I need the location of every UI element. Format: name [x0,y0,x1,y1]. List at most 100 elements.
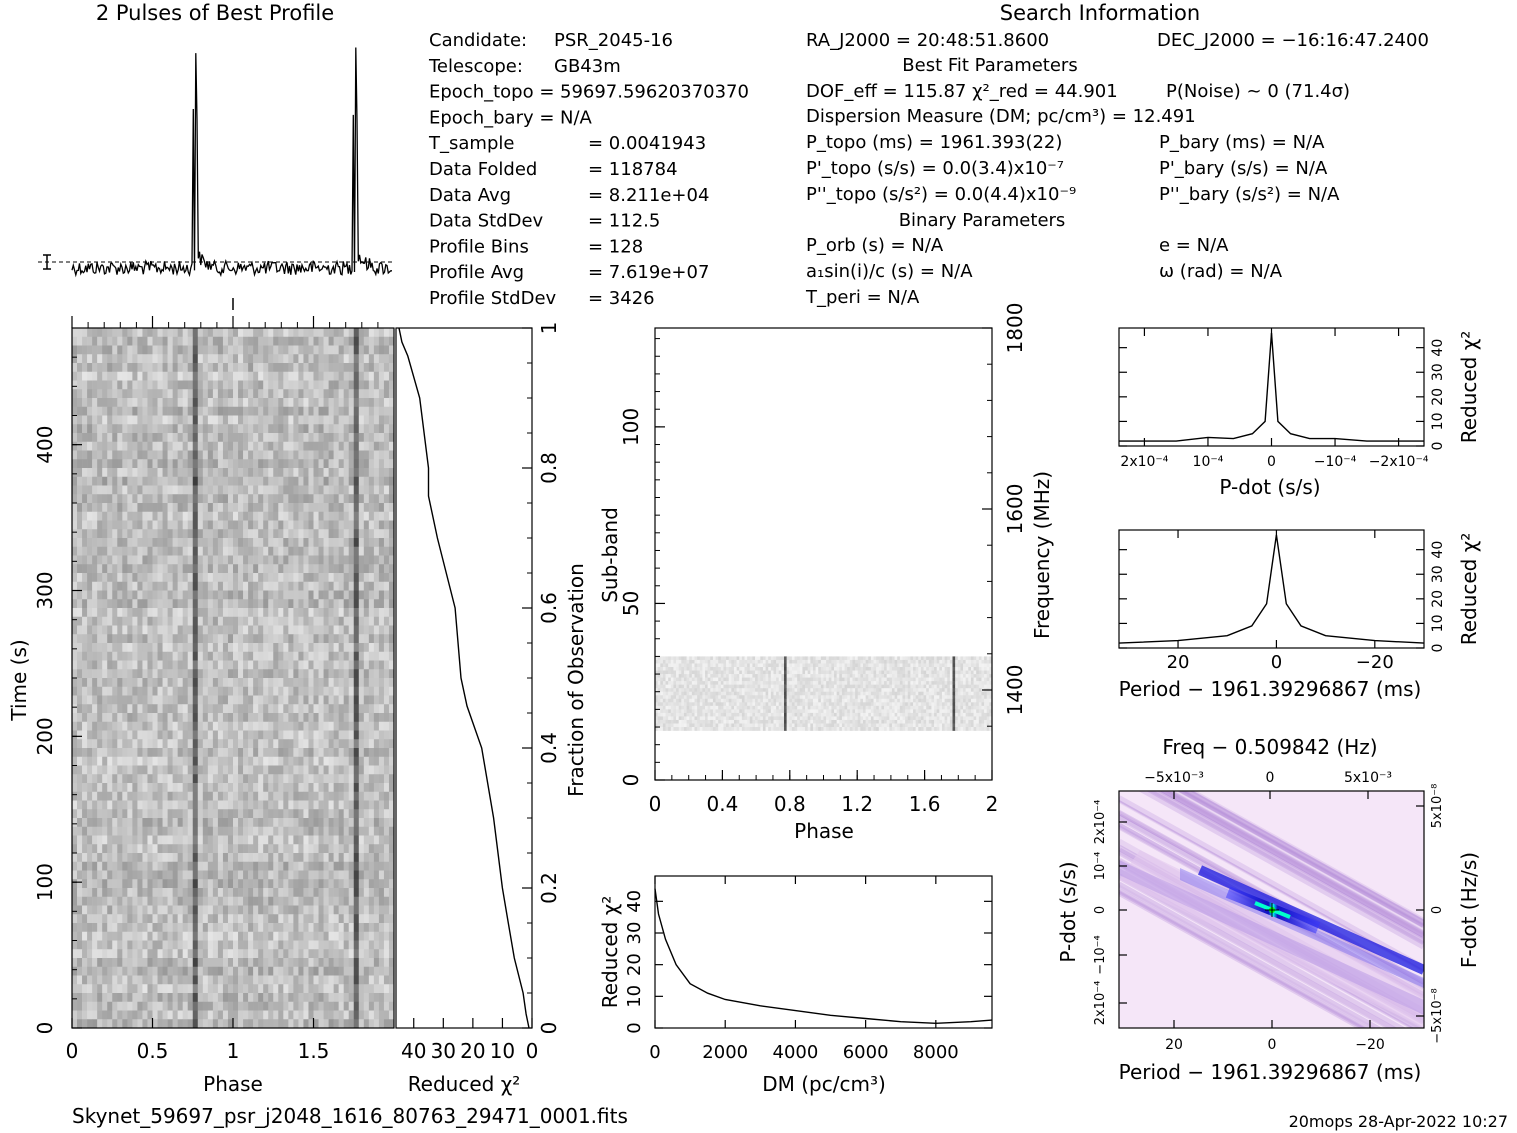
heatmap-cell [167,686,173,696]
heatmap-cell [303,826,309,836]
heatmap-cell [77,844,83,854]
heatmap-cell [87,923,93,933]
heatmap-cell [353,354,360,364]
heatmap-cell [137,774,143,784]
heatmap-cell [288,765,294,775]
heatmap-cell [192,669,199,679]
heatmap-cell [72,844,78,854]
heatmap-cell [383,721,390,731]
heatmap-cell [72,599,78,609]
heatmap-cell [92,975,98,985]
heatmap-cell [97,739,103,749]
heatmap-cell [303,695,309,705]
heatmap-cell [192,406,199,416]
heatmap-cell [248,336,254,346]
heatmap-cell [383,949,390,959]
heatmap-cell [132,328,138,338]
heatmap-cell [323,380,329,390]
heatmap-cell [373,450,380,460]
heatmap-cell [182,826,189,836]
heatmap-cell [102,529,108,539]
heatmap-cell [222,704,229,714]
heatmap-cell [308,800,314,810]
heatmap-cell [177,354,183,364]
heatmap-cell [308,485,314,495]
heatmap-cell [388,415,395,425]
heatmap-cell [72,791,78,801]
heatmap-cell [227,555,234,565]
heatmap-cell [238,450,244,460]
heatmap-cell [222,336,229,346]
heatmap-cell [72,363,78,373]
heatmap-cell [187,634,194,644]
heatmap-cell [333,739,339,749]
heatmap-cell [253,931,259,941]
heatmap-cell [338,573,344,583]
heatmap-cell [77,1001,83,1011]
heatmap-cell [273,704,279,714]
heatmap-cell [283,853,289,863]
heatmap-cell [107,538,113,548]
heatmap-cell [348,905,355,915]
heatmap-cell [147,485,153,495]
heatmap-cell [82,336,88,346]
heatmap-cell [378,826,385,836]
heatmap-cell [373,441,380,451]
heatmap-cell [107,853,113,863]
heatmap-cell [207,905,214,915]
heatmap-cell [122,424,128,434]
heatmap-cell [162,625,168,635]
heatmap-cell [338,520,344,530]
heatmap-cell [358,503,365,513]
heatmap-cell [112,625,118,635]
heatmap-cell [192,958,199,968]
heatmap-cell [202,870,209,880]
heatmap-cell [87,468,93,478]
heatmap-cell [107,468,113,478]
heatmap-cell [333,993,339,1003]
heatmap-cell [293,538,299,548]
heatmap-cell [243,424,249,434]
heatmap-cell [102,809,108,819]
heatmap-cell [102,415,108,425]
heatmap-cell [358,424,365,434]
heatmap-cell [137,879,143,889]
heatmap-cell [117,958,123,968]
heatmap-cell [102,958,108,968]
heatmap-cell [197,389,204,399]
heatmap-cell [378,914,385,924]
heatmap-cell [388,949,395,959]
heatmap-cell [353,975,360,985]
heatmap-cell [248,538,254,548]
heatmap-cell [92,485,98,495]
heatmap-cell [72,485,78,495]
heatmap-cell [122,783,128,793]
heatmap-cell [222,966,229,976]
heatmap-cell [343,573,350,583]
heatmap-cell [152,441,158,451]
heatmap-cell [127,888,133,898]
heatmap-cell [107,800,113,810]
heatmap-cell [212,546,219,556]
heatmap-cell [147,581,153,591]
heatmap-cell [303,923,309,933]
heatmap-cell [318,888,324,898]
heatmap-cell [343,424,350,434]
heatmap-cell [333,485,339,495]
heatmap-cell [323,634,329,644]
heatmap-cell [117,511,123,521]
heatmap-cell [283,363,289,373]
heatmap-cell [388,809,395,819]
heatmap-cell [263,581,269,591]
heatmap-cell [348,993,355,1003]
heatmap-cell [112,424,118,434]
heatmap-cell [308,669,314,679]
heatmap-cell [373,468,380,478]
heatmap-cell [323,363,329,373]
heatmap-cell [358,336,365,346]
heatmap-cell [278,756,284,766]
heatmap-cell [82,363,88,373]
heatmap-cell [388,678,395,688]
heatmap-cell [258,931,264,941]
heatmap-cell [112,861,118,871]
